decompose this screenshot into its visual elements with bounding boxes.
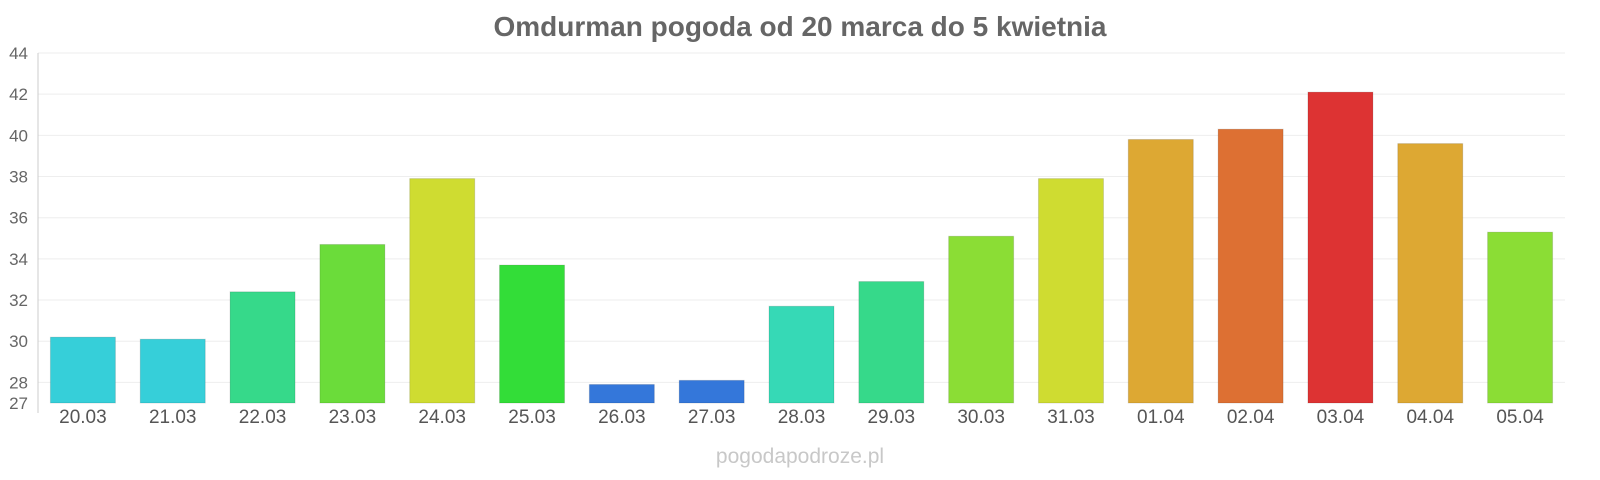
bar-28.03 [768, 305, 835, 404]
bar-31.03 [1037, 178, 1104, 404]
x-tick-label: 03.04 [1317, 407, 1365, 428]
bar-02.04 [1217, 128, 1284, 404]
x-axis: 20.03 21.03 22.03 23.03 24.03 25.03 26.03 27.03… [59, 407, 1544, 428]
x-tick-label: 01.04 [1137, 407, 1185, 428]
x-tick-label: 21.03 [149, 407, 197, 428]
bar-01.04 [1127, 138, 1194, 404]
x-tick-label: 04.04 [1406, 407, 1454, 428]
x-tick-label: 31.03 [1047, 407, 1095, 428]
x-tick-label: 22.03 [239, 407, 287, 428]
x-tick-label: 25.03 [508, 407, 556, 428]
y-tick-label: 32 [9, 291, 28, 310]
y-tick-label: 44 [9, 44, 28, 63]
bar-25.03 [499, 264, 566, 404]
bar-04.04 [1397, 143, 1464, 404]
x-tick-label: 30.03 [957, 407, 1005, 428]
bars [49, 91, 1554, 404]
x-tick-label: 26.03 [598, 407, 646, 428]
y-tick-label: 38 [9, 168, 28, 187]
bar-26.03 [588, 383, 655, 404]
bar-29.03 [858, 281, 925, 404]
bar-24.03 [409, 178, 476, 404]
bar-23.03 [319, 243, 386, 404]
x-tick-label: 27.03 [688, 407, 736, 428]
x-tick-label: 24.03 [418, 407, 466, 428]
y-tick-label: 28 [9, 373, 28, 392]
y-tick-label: 27 [9, 394, 28, 413]
bar-20.03 [49, 336, 116, 404]
watermark: pogodapodroze.pl [716, 445, 884, 468]
y-tick-label: 30 [9, 332, 28, 351]
bar-30.03 [948, 235, 1015, 404]
bar-27.03 [678, 379, 745, 404]
y-tick-label: 42 [9, 85, 28, 104]
bar-21.03 [139, 338, 206, 404]
y-tick-label: 40 [9, 126, 28, 145]
x-tick-label: 23.03 [329, 407, 377, 428]
x-tick-label: 20.03 [59, 407, 107, 428]
chart-title: Omdurman pogoda od 20 marca do 5 kwietni… [493, 11, 1106, 42]
y-axis: 27 28 30 32 34 36 38 40 42 44 [9, 44, 39, 413]
x-tick-label: 29.03 [868, 407, 916, 428]
bar-03.04 [1307, 91, 1374, 404]
x-tick-label: 05.04 [1496, 407, 1544, 428]
bar-22.03 [229, 291, 296, 404]
y-tick-label: 34 [9, 250, 28, 269]
x-tick-label: 28.03 [778, 407, 826, 428]
y-tick-label: 36 [9, 209, 28, 228]
bar-05.04 [1487, 231, 1554, 404]
x-tick-label: 02.04 [1227, 407, 1275, 428]
